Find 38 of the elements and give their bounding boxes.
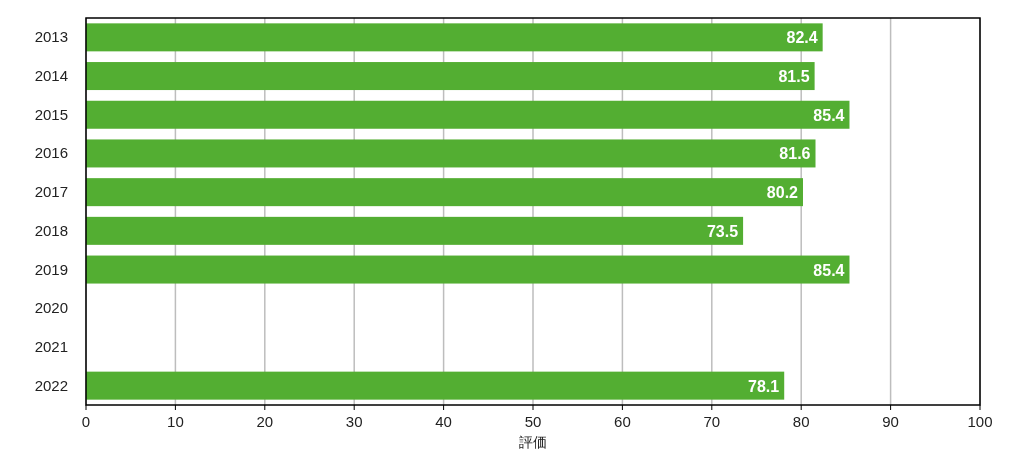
y-tick-label: 2013 [34, 28, 68, 46]
bar [86, 62, 815, 91]
bar [86, 178, 803, 207]
x-tick-label: 40 [435, 413, 452, 430]
data-label: 82.4 [786, 29, 818, 47]
y-tick-label: 2014 [34, 67, 68, 85]
y-tick-label: 2018 [34, 221, 68, 239]
y-tick-label: 2022 [34, 376, 68, 394]
x-tick-label: 10 [167, 413, 184, 430]
x-tick-label: 50 [524, 413, 542, 430]
x-tick-label: 90 [882, 413, 899, 430]
data-label: 73.5 [706, 222, 739, 240]
data-label: 81.6 [779, 145, 811, 163]
x-tick-label: 70 [703, 413, 721, 430]
y-tick-label: 2016 [34, 144, 68, 162]
x-tick-label: 20 [256, 413, 274, 430]
y-tick-label: 2015 [34, 105, 68, 123]
bar [86, 371, 785, 400]
y-tick-label: 2019 [34, 260, 68, 278]
x-tick-label: 0 [81, 413, 91, 430]
y-tick-label: 2020 [34, 299, 68, 317]
y-tick-label: 2021 [34, 337, 68, 355]
data-label: 80.2 [766, 184, 799, 202]
bar [86, 100, 850, 129]
data-label: 85.4 [813, 261, 845, 279]
data-label: 78.1 [748, 377, 780, 395]
x-tick-label: 60 [614, 413, 631, 430]
x-axis-title: 評価 [519, 434, 547, 450]
bar [86, 255, 850, 284]
x-tick-label: 80 [792, 413, 810, 430]
data-label: 85.4 [813, 106, 845, 124]
x-tick-label: 100 [967, 413, 993, 430]
data-label: 81.5 [778, 68, 810, 86]
bar [86, 139, 816, 168]
x-tick-label: 30 [345, 413, 363, 430]
bar [86, 216, 744, 245]
bar [86, 23, 823, 52]
y-tick-label: 2017 [34, 183, 68, 201]
